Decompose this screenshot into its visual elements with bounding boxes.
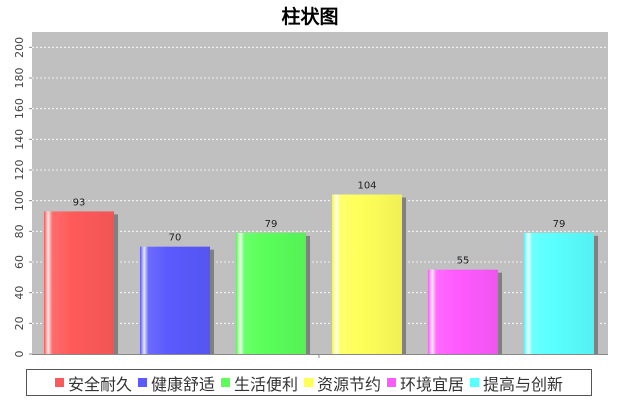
legend-label: 安全耐久: [67, 374, 132, 394]
bar-健康舒适: [139, 246, 211, 354]
y-axis-ticks: 0 20 40 60 80 100 120 140 160 180 200: [13, 37, 32, 358]
bar-提高与创新: [523, 232, 595, 354]
legend-label: 环境宜居: [400, 374, 465, 394]
bar-环境宜居: [427, 269, 499, 354]
legend-label: 提高与创新: [483, 374, 564, 394]
y-tick-label: 0: [13, 351, 26, 358]
plot-area: [32, 32, 608, 354]
legend-swatch: [304, 378, 313, 387]
legend-swatch: [54, 378, 64, 387]
y-tick-label: 40: [13, 286, 26, 300]
legend-item: 提高与创新: [470, 371, 563, 395]
data-labels: 93 70 79 104 55 79: [73, 181, 566, 267]
legend-swatch: [220, 378, 230, 387]
y-tick-label: 200: [13, 37, 26, 58]
data-label: 104: [357, 181, 376, 192]
legend-item: 资源节约: [304, 371, 381, 395]
y-tick-label: 80: [13, 224, 26, 238]
legend-label: 生活便利: [233, 374, 298, 394]
y-tick-label: 140: [13, 129, 26, 150]
legend-label: 健康舒适: [150, 374, 215, 394]
bar-生活便利: [235, 232, 307, 354]
bar-安全耐久: [43, 211, 115, 354]
legend-swatch: [387, 378, 397, 387]
y-tick-label: 60: [13, 255, 26, 269]
legend-item: 健康舒适: [137, 371, 215, 395]
bar-chart: 0 20 40 60 80 100 120 140 160 180 200 93 70 79 104 55 7…: [13, 32, 608, 358]
y-tick-label: 100: [13, 190, 26, 211]
bars: [43, 194, 599, 354]
y-tick-label: 180: [13, 68, 26, 89]
data-label: 79: [265, 219, 278, 230]
chart-title: 柱状图: [281, 6, 339, 28]
legend-item: 环境宜居: [387, 371, 464, 395]
grid-lines: [32, 46, 608, 324]
y-tick-label: 120: [13, 160, 26, 181]
data-label: 79: [553, 219, 566, 230]
y-tick-label: 160: [13, 98, 26, 119]
legend-item: 安全耐久: [54, 371, 132, 395]
bar-资源节约: [331, 194, 403, 354]
y-tick-label: 20: [13, 316, 26, 330]
data-label: 70: [169, 233, 182, 244]
legend-swatch: [137, 378, 147, 387]
data-label: 93: [73, 197, 86, 208]
data-label: 55: [457, 256, 470, 267]
legend: 安全耐久 健康舒适 生活便利 资源节约 环境宜居 提高与创新: [26, 369, 592, 396]
legend-swatch: [470, 378, 480, 387]
legend-item: 生活便利: [220, 371, 298, 395]
legend-label: 资源节约: [317, 374, 382, 394]
